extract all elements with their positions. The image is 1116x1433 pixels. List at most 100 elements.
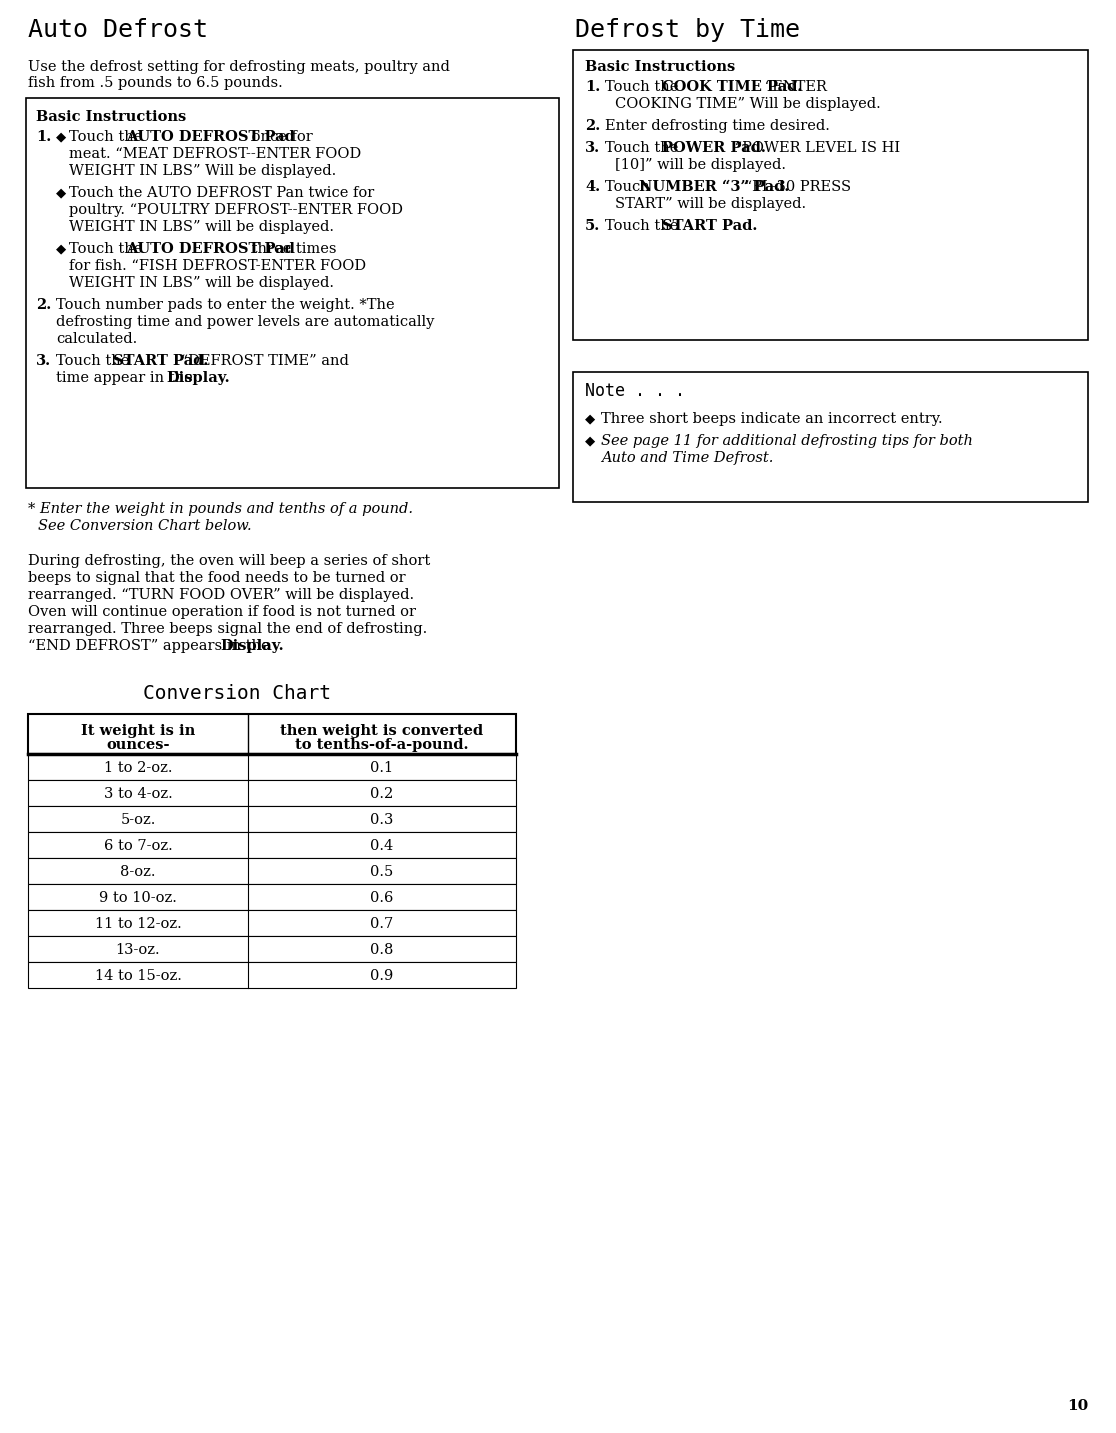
Text: 3 to 4-oz.: 3 to 4-oz. bbox=[104, 787, 172, 801]
Text: Auto and Time Defrost.: Auto and Time Defrost. bbox=[602, 451, 773, 464]
Bar bbox=[573, 50, 1088, 340]
Text: START Pad.: START Pad. bbox=[113, 354, 209, 368]
Text: Note . . .: Note . . . bbox=[585, 383, 685, 400]
Text: calculated.: calculated. bbox=[56, 332, 137, 345]
Text: See Conversion Chart below.: See Conversion Chart below. bbox=[38, 519, 251, 533]
Text: ◆: ◆ bbox=[56, 130, 66, 143]
Text: Basic Instructions: Basic Instructions bbox=[36, 110, 186, 125]
Text: Enter defrosting time desired.: Enter defrosting time desired. bbox=[605, 119, 830, 133]
Text: Display.: Display. bbox=[220, 639, 283, 653]
Text: [10]” will be displayed.: [10]” will be displayed. bbox=[615, 158, 786, 172]
Text: Touch the: Touch the bbox=[69, 130, 147, 143]
Text: Touch number pads to enter the weight. *The: Touch number pads to enter the weight. *… bbox=[56, 298, 395, 312]
Text: ◆: ◆ bbox=[56, 242, 66, 255]
Text: Touch the: Touch the bbox=[605, 219, 683, 234]
Text: 0.5: 0.5 bbox=[371, 866, 394, 878]
Text: WEIGHT IN LBS” Will be displayed.: WEIGHT IN LBS” Will be displayed. bbox=[69, 163, 336, 178]
Text: Touch the: Touch the bbox=[605, 140, 683, 155]
Text: rearranged. “TURN FOOD OVER” will be displayed.: rearranged. “TURN FOOD OVER” will be dis… bbox=[28, 588, 414, 602]
Text: AUTO DEFROST Pad: AUTO DEFROST Pad bbox=[126, 242, 295, 257]
Text: COOK TIME Pad.: COOK TIME Pad. bbox=[662, 80, 802, 95]
Bar bbox=[28, 754, 516, 780]
Text: “ENTER: “ENTER bbox=[760, 80, 827, 95]
Bar bbox=[26, 97, 559, 489]
Text: 0.7: 0.7 bbox=[371, 917, 394, 931]
Text: 5-oz.: 5-oz. bbox=[121, 813, 156, 827]
Text: ◆: ◆ bbox=[585, 434, 595, 447]
Text: for fish. “FISH DEFROST-ENTER FOOD: for fish. “FISH DEFROST-ENTER FOOD bbox=[69, 259, 366, 274]
Text: 0.1: 0.1 bbox=[371, 761, 394, 775]
Bar bbox=[28, 780, 516, 805]
Text: defrosting time and power levels are automatically: defrosting time and power levels are aut… bbox=[56, 315, 434, 330]
Text: Touch the AUTO DEFROST Pan twice for: Touch the AUTO DEFROST Pan twice for bbox=[69, 186, 374, 201]
Text: AUTO DEFROST Pad: AUTO DEFROST Pad bbox=[126, 130, 295, 143]
Text: time appear in the: time appear in the bbox=[56, 371, 198, 385]
Text: beeps to signal that the food needs to be turned or: beeps to signal that the food needs to b… bbox=[28, 570, 405, 585]
Bar bbox=[28, 805, 516, 833]
Text: START Pad.: START Pad. bbox=[662, 219, 758, 234]
Text: poultry. “POULTRY DEFROST--ENTER FOOD: poultry. “POULTRY DEFROST--ENTER FOOD bbox=[69, 203, 403, 216]
Bar bbox=[28, 714, 516, 754]
Bar bbox=[28, 858, 516, 884]
Text: Touch the: Touch the bbox=[56, 354, 134, 368]
Text: 0.3: 0.3 bbox=[371, 813, 394, 827]
Text: Touch the: Touch the bbox=[69, 242, 147, 257]
Text: During defrosting, the oven will beep a series of short: During defrosting, the oven will beep a … bbox=[28, 555, 431, 567]
Text: 3.: 3. bbox=[36, 354, 51, 368]
Text: Basic Instructions: Basic Instructions bbox=[585, 60, 735, 75]
Text: 0.2: 0.2 bbox=[371, 787, 394, 801]
Text: * Enter the weight in pounds and tenths of a pound.: * Enter the weight in pounds and tenths … bbox=[28, 502, 413, 516]
Text: ◆: ◆ bbox=[585, 413, 595, 426]
Text: 1 to 2-oz.: 1 to 2-oz. bbox=[104, 761, 172, 775]
Bar bbox=[573, 373, 1088, 502]
Text: ◆: ◆ bbox=[56, 186, 66, 199]
Text: NUMBER “3” Pad.: NUMBER “3” Pad. bbox=[639, 181, 789, 193]
Text: Auto Defrost: Auto Defrost bbox=[28, 19, 208, 42]
Text: Display.: Display. bbox=[166, 371, 230, 385]
Text: 14 to 15-oz.: 14 to 15-oz. bbox=[95, 969, 182, 983]
Text: three times: three times bbox=[247, 242, 337, 257]
Text: Oven will continue operation if food is not turned or: Oven will continue operation if food is … bbox=[28, 605, 416, 619]
Text: Conversion Chart: Conversion Chart bbox=[143, 684, 331, 704]
Text: then weight is converted: then weight is converted bbox=[280, 724, 483, 738]
Bar bbox=[28, 962, 516, 987]
Text: 9 to 10-oz.: 9 to 10-oz. bbox=[99, 891, 177, 906]
Text: It weight is in: It weight is in bbox=[80, 724, 195, 738]
Bar bbox=[28, 936, 516, 962]
Text: 10: 10 bbox=[1067, 1399, 1088, 1413]
Bar bbox=[28, 910, 516, 936]
Text: 1.: 1. bbox=[36, 130, 51, 143]
Text: 5.: 5. bbox=[585, 219, 600, 234]
Text: 0.4: 0.4 bbox=[371, 838, 394, 853]
Bar bbox=[28, 884, 516, 910]
Text: Defrost by Time: Defrost by Time bbox=[575, 19, 800, 42]
Text: Use the defrost setting for defrosting meats, poultry and: Use the defrost setting for defrosting m… bbox=[28, 60, 450, 75]
Text: POWER Pad.: POWER Pad. bbox=[662, 140, 766, 155]
Text: 11 to 12-oz.: 11 to 12-oz. bbox=[95, 917, 182, 931]
Text: WEIGHT IN LBS” will be displayed.: WEIGHT IN LBS” will be displayed. bbox=[69, 221, 334, 234]
Text: Touch the: Touch the bbox=[605, 80, 683, 95]
Text: 13-oz.: 13-oz. bbox=[116, 943, 161, 957]
Text: COOKING TIME” Will be displayed.: COOKING TIME” Will be displayed. bbox=[615, 97, 881, 110]
Text: meat. “MEAT DEFROST--ENTER FOOD: meat. “MEAT DEFROST--ENTER FOOD bbox=[69, 148, 362, 160]
Text: Three short beeps indicate an incorrect entry.: Three short beeps indicate an incorrect … bbox=[602, 413, 943, 426]
Text: 4.: 4. bbox=[585, 181, 600, 193]
Text: rearranged. Three beeps signal the end of defrosting.: rearranged. Three beeps signal the end o… bbox=[28, 622, 427, 636]
Text: START” will be displayed.: START” will be displayed. bbox=[615, 196, 806, 211]
Text: once for: once for bbox=[247, 130, 312, 143]
Text: 8-oz.: 8-oz. bbox=[121, 866, 156, 878]
Text: 0.6: 0.6 bbox=[371, 891, 394, 906]
Text: 2.: 2. bbox=[36, 298, 51, 312]
Text: “PL-30 PRESS: “PL-30 PRESS bbox=[740, 181, 852, 193]
Text: 0.8: 0.8 bbox=[371, 943, 394, 957]
Bar bbox=[28, 833, 516, 858]
Text: “POWER LEVEL IS HI: “POWER LEVEL IS HI bbox=[730, 140, 901, 155]
Text: “DEFROST TIME” and: “DEFROST TIME” and bbox=[176, 354, 349, 368]
Text: See page 11 for additional defrosting tips for both: See page 11 for additional defrosting ti… bbox=[602, 434, 973, 449]
Text: ounces-: ounces- bbox=[106, 738, 170, 752]
Text: 2.: 2. bbox=[585, 119, 600, 133]
Text: WEIGHT IN LBS” will be displayed.: WEIGHT IN LBS” will be displayed. bbox=[69, 277, 334, 289]
Text: 3.: 3. bbox=[585, 140, 600, 155]
Text: fish from .5 pounds to 6.5 pounds.: fish from .5 pounds to 6.5 pounds. bbox=[28, 76, 282, 90]
Text: “END DEFROST” appears in the: “END DEFROST” appears in the bbox=[28, 639, 275, 653]
